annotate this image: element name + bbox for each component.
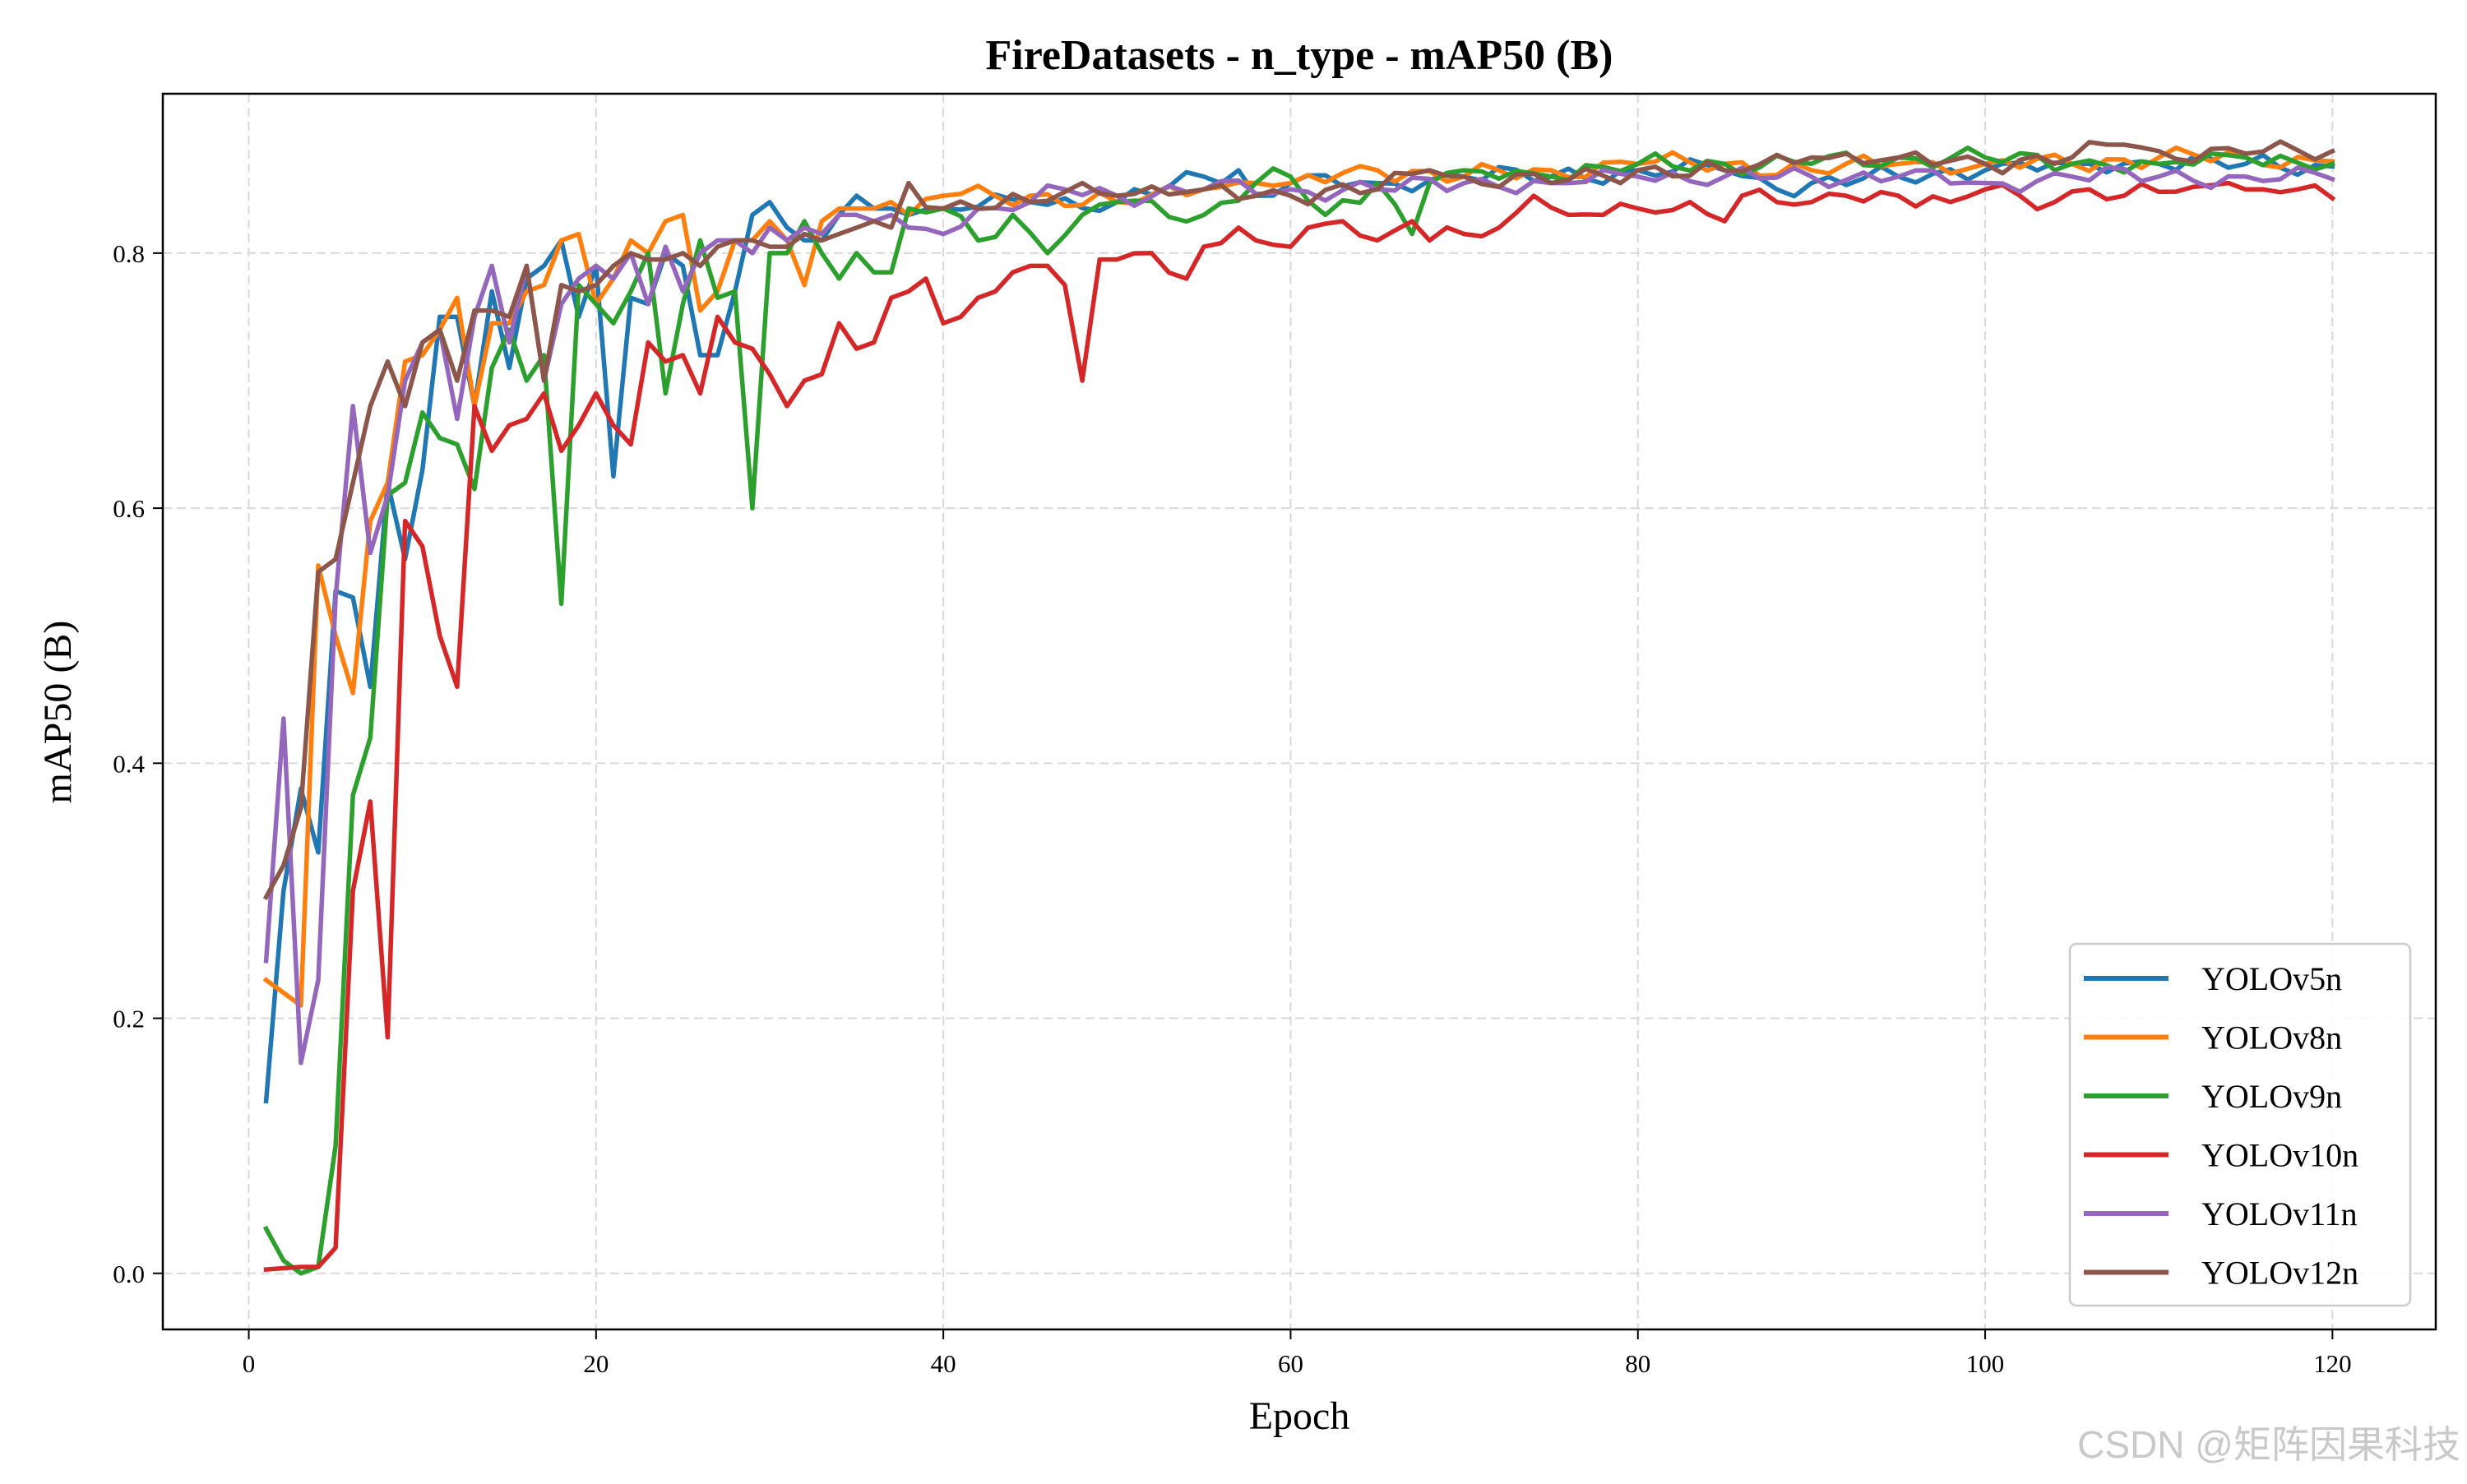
series-line-yolov10n: [263, 180, 2336, 1273]
ticks: 0 20 40 60 80 100 120 0.0 0.2 0.4 0.6 0.8: [113, 239, 2351, 1378]
series-layer: [262, 139, 2336, 1276]
x-tick-label: 120: [2313, 1349, 2352, 1378]
y-tick-label: 0.0: [113, 1260, 145, 1288]
y-tick-label: 0.4: [113, 749, 145, 778]
legend-label: YOLOv8n: [2201, 1019, 2342, 1056]
x-tick-label: 20: [583, 1349, 609, 1378]
y-tick-label: 0.2: [113, 1005, 145, 1033]
x-tick-label: 0: [243, 1349, 256, 1378]
series-line-yolov12n: [262, 139, 2336, 900]
legend: YOLOv5n YOLOv8n YOLOv9n YOLOv10n YOLOv11n YOL…: [2068, 942, 2412, 1307]
x-axis-label: Epoch: [1249, 1394, 1350, 1438]
x-tick-label: 100: [1966, 1349, 2005, 1378]
x-tick-label: 80: [1625, 1349, 1650, 1378]
legend-label: YOLOv10n: [2201, 1137, 2358, 1174]
x-tick-label: 40: [931, 1349, 956, 1378]
legend-box: [2068, 942, 2412, 1307]
grid: [163, 94, 2436, 1329]
y-axis-label: mAP50 (B): [36, 621, 80, 804]
watermark: CSDN @矩阵因果科技: [2077, 1423, 2460, 1466]
y-tick-label: 0.6: [113, 494, 145, 523]
y-tick-label: 0.8: [113, 239, 145, 268]
legend-label: YOLOv12n: [2201, 1255, 2358, 1292]
chart-title: FireDatasets - n_type - mAP50 (B): [986, 32, 1613, 79]
legend-label: YOLOv11n: [2201, 1195, 2358, 1232]
legend-label: YOLOv9n: [2201, 1078, 2342, 1115]
legend-label: YOLOv5n: [2201, 960, 2342, 997]
x-tick-label: 60: [1278, 1349, 1303, 1378]
series-line-yolov11n: [263, 164, 2335, 1066]
plot-frame: [161, 92, 2437, 1331]
